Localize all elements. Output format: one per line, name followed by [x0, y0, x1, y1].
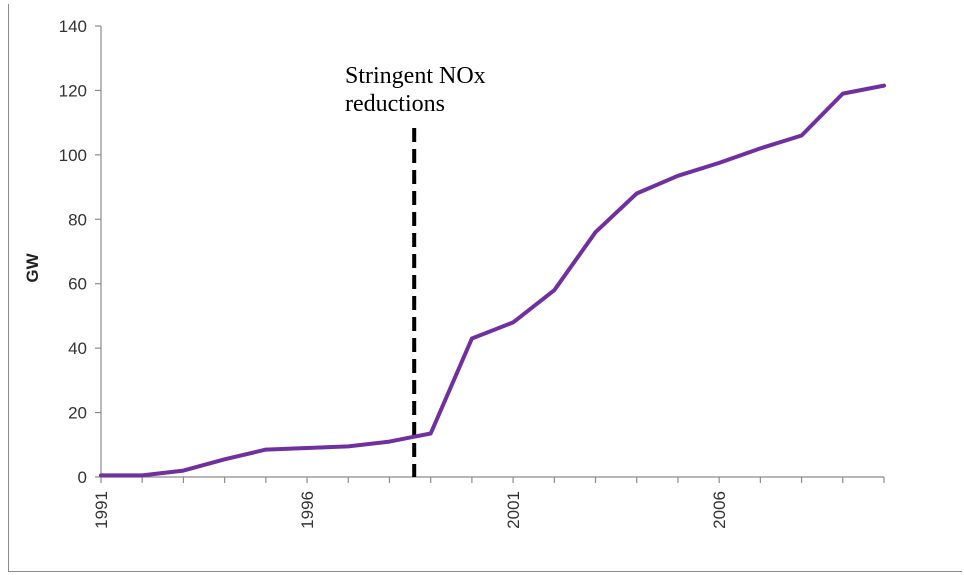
y-tick-label: 80 [68, 210, 87, 229]
x-tick-label: 2006 [710, 491, 729, 529]
y-tick-label: 60 [68, 275, 87, 294]
series-line-gw [99, 83, 886, 478]
y-tick-label: 120 [59, 81, 87, 100]
y-tick-label: 100 [59, 146, 87, 165]
annotation-text-line: reductions [345, 91, 445, 117]
x-tick-label: 2001 [504, 491, 523, 529]
y-tick-label: 0 [78, 468, 87, 487]
x-tick-label: 1996 [298, 491, 317, 529]
x-axis: 1991 1996 2001 2006 [92, 476, 885, 529]
y-axis-label: GW [23, 252, 42, 282]
series-group [99, 83, 886, 478]
y-tick-label: 20 [68, 404, 87, 423]
y-axis: 0 20 40 60 80 100 120 140 [59, 17, 102, 487]
annotation-text-line: Stringent NOx [345, 63, 486, 89]
y-tick-label: 40 [68, 339, 87, 358]
y-tick-label: 140 [59, 17, 87, 36]
x-tick-label: 1991 [92, 491, 111, 529]
chart-frame [8, 4, 962, 572]
